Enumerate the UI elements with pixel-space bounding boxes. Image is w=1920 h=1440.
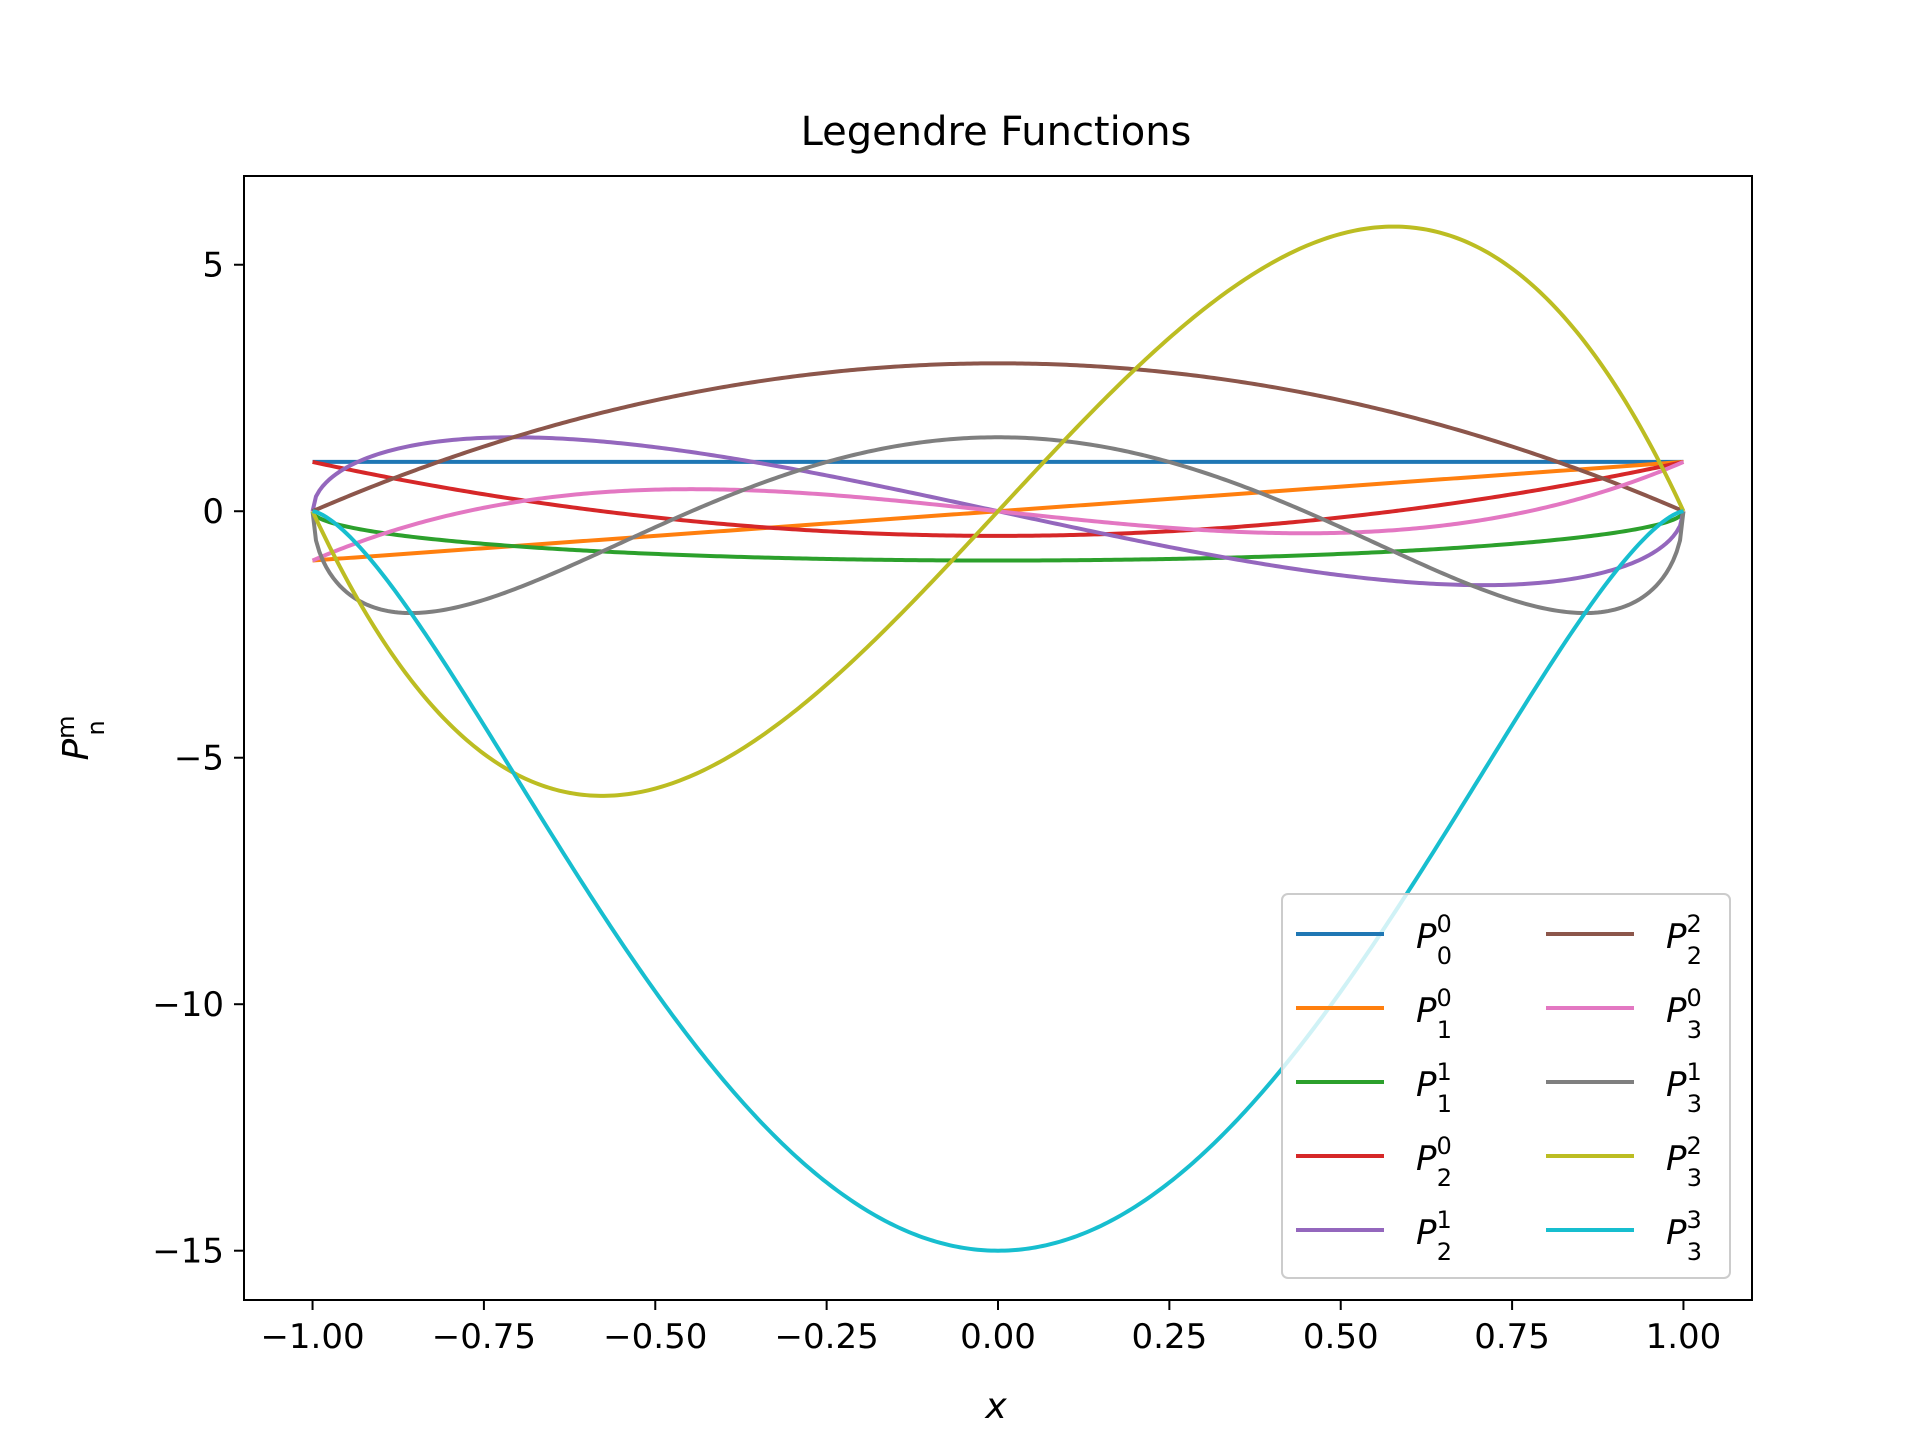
- x-axis-ticks: −1.00 −0.75 −0.50 −0.25 0.00 0.25 0.50 0.75 1.00: [260, 1300, 1721, 1357]
- y-tick-label: −15: [152, 1232, 224, 1272]
- x-tick-label: 1.00: [1646, 1317, 1722, 1357]
- legend-label-P22: P2 2: [1666, 910, 1702, 970]
- x-tick-label: −0.50: [603, 1317, 707, 1357]
- y-tick-label: −10: [152, 985, 224, 1025]
- y-tick-label: 0: [202, 492, 224, 532]
- y-tick-label: 5: [202, 246, 224, 286]
- legend-label-P10: P0 1: [1416, 984, 1452, 1044]
- legend-box: [1281, 893, 1731, 1279]
- series-line-P33: [312, 509, 1684, 1253]
- y-axis-ticks: 5 0 −5 −10 −15: [152, 246, 244, 1272]
- y-axis-label-sup: m: [52, 715, 80, 738]
- series-line-P20: [312, 459, 1684, 538]
- legend-label-P11: P1 1: [1416, 1058, 1452, 1118]
- x-tick-label: 0.00: [960, 1317, 1036, 1357]
- series-line-P32: [310, 224, 1686, 798]
- x-tick-label: −0.25: [775, 1317, 879, 1357]
- chart-title: Legendre Functions: [801, 109, 1192, 155]
- series-line-P31: [310, 435, 1686, 616]
- x-tick-label: −0.75: [432, 1317, 536, 1357]
- legend-label-P31: P1 3: [1666, 1058, 1702, 1118]
- x-tick-label: 0.25: [1132, 1317, 1208, 1357]
- legend-label-P32: P2 3: [1666, 1132, 1702, 1192]
- legend-label-P00: P0 0: [1416, 910, 1452, 970]
- x-tick-label: 0.75: [1474, 1317, 1550, 1357]
- legend-label-P33: P3 3: [1666, 1206, 1702, 1266]
- series-line-P11: [310, 510, 1686, 563]
- y-axis-label: Pmn: [52, 715, 110, 760]
- x-tick-label: −1.00: [260, 1317, 364, 1357]
- y-axis-label-sub: n: [82, 720, 110, 735]
- series-layer: [310, 224, 1686, 1253]
- legend-label-P20: P0 2: [1416, 1132, 1452, 1192]
- y-axis-label-base: P: [56, 739, 97, 761]
- legend-label-P30: P0 3: [1666, 984, 1702, 1044]
- y-tick-label: −5: [174, 739, 224, 779]
- legend: P0 0 P0 1 P1 1 P0 2 P1 2 P2 2 P0 3 P1 3 P2 3 P3 3: [1281, 893, 1731, 1279]
- x-tick-label: 0.50: [1303, 1317, 1379, 1357]
- legend-label-P21: P1 2: [1416, 1206, 1452, 1266]
- x-axis-label: x: [984, 1386, 1007, 1427]
- series-line-P22: [311, 361, 1685, 514]
